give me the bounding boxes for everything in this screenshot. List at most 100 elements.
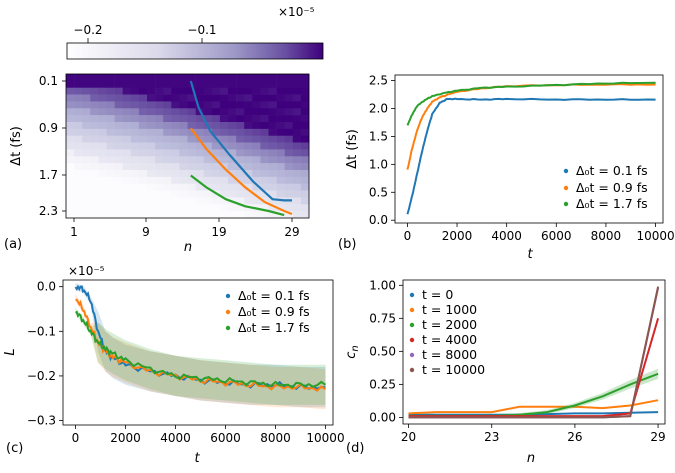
heatmap-cell xyxy=(195,115,204,123)
heatmap-cell xyxy=(219,122,229,130)
heatmap-cell xyxy=(276,87,285,95)
heatmap-cell xyxy=(195,74,204,82)
heatmap-cell xyxy=(187,163,196,171)
heatmap-cell xyxy=(187,197,196,205)
heatmap-cell xyxy=(82,197,91,205)
heatmap-cell xyxy=(82,149,91,157)
heatmap-cell xyxy=(179,176,188,185)
heatmap-cell xyxy=(122,170,132,178)
heatmap-cell xyxy=(171,170,180,178)
heatmap-cell xyxy=(211,80,221,89)
heatmap-cell xyxy=(244,190,253,198)
a-ytick-2.3: 2.3 xyxy=(39,204,58,218)
heatmap-cell xyxy=(276,101,285,109)
heatmap-cell xyxy=(74,183,83,191)
heatmap-cell xyxy=(82,74,91,82)
heatmap-cell xyxy=(171,204,180,212)
heatmap-cell xyxy=(122,115,132,123)
heatmap-cell xyxy=(219,190,229,198)
heatmap-cell xyxy=(155,204,164,212)
heatmap-cell xyxy=(122,204,132,212)
heatmap-cell xyxy=(122,101,132,109)
b-ytick-2: 1.0 xyxy=(369,157,388,171)
heatmap-cell xyxy=(187,135,196,143)
heatmap-cell xyxy=(236,87,245,95)
c-ylabel: L xyxy=(3,348,18,355)
heatmap-cell xyxy=(90,74,99,82)
heatmap-cell xyxy=(236,94,245,102)
heatmap-cell xyxy=(66,156,75,164)
heatmap-cell xyxy=(284,163,294,171)
heatmap-cell xyxy=(74,176,83,185)
heatmap-cell xyxy=(268,87,277,95)
heatmap-cell xyxy=(98,94,107,102)
heatmap-cell xyxy=(284,94,294,102)
d-axes xyxy=(402,279,666,425)
c-ytick-1: −0.1 xyxy=(27,324,56,338)
heatmap-cell xyxy=(155,94,164,102)
heatmap-cell xyxy=(284,74,294,82)
heatmap-cell xyxy=(276,142,285,150)
heatmap-cell xyxy=(179,204,188,212)
heatmap-cell xyxy=(90,128,99,137)
c-legend-marker-2 xyxy=(225,325,231,331)
heatmap-cell xyxy=(171,163,180,171)
heatmap-cell xyxy=(244,101,253,109)
heatmap-cell xyxy=(114,211,123,219)
heatmap-cell xyxy=(155,170,164,178)
heatmap-cell xyxy=(292,108,302,116)
heatmap-cell xyxy=(300,135,310,143)
d-ylabel: cn xyxy=(344,345,361,359)
heatmap-cell xyxy=(236,156,245,164)
heatmap-cell xyxy=(138,170,148,178)
heatmap-cell xyxy=(179,190,188,198)
heatmap-cell xyxy=(284,142,294,150)
heatmap-cell xyxy=(155,108,164,116)
b-xtick-2: 4000 xyxy=(491,229,522,243)
heatmap-cell xyxy=(66,163,75,171)
heatmap-cell xyxy=(268,183,277,191)
heatmap-cell xyxy=(252,94,261,102)
heatmap-cell xyxy=(114,94,123,102)
b-xtick-3: 6000 xyxy=(541,229,572,243)
heatmap-cell xyxy=(244,183,253,191)
heatmap-cell xyxy=(219,183,229,191)
heatmap-cell xyxy=(90,122,99,130)
heatmap-cell xyxy=(66,115,75,123)
heatmap-cell xyxy=(252,87,261,95)
heatmap-cell xyxy=(179,115,188,123)
heatmap-cell xyxy=(228,128,237,137)
heatmap-cell xyxy=(66,94,75,102)
heatmap-cell xyxy=(260,170,269,178)
heatmap-cell xyxy=(66,122,75,130)
c-legend-1: Δ₀t = 0.9 fs xyxy=(238,304,310,319)
heatmap-cell xyxy=(260,80,269,89)
heatmap-cell xyxy=(179,128,188,137)
heatmap-cell xyxy=(98,197,107,205)
heatmap-cell xyxy=(179,74,188,82)
heatmap-cell xyxy=(98,74,107,82)
b-ticks: 0 2000 4000 6000 8000 10000 0.0 0.5 1.0 1.5 2.0 2.5 xyxy=(369,74,675,243)
heatmap-cell xyxy=(147,80,156,89)
heatmap-cell xyxy=(252,156,261,164)
heatmap-cell xyxy=(147,87,156,95)
heatmap-cell xyxy=(228,190,237,198)
heatmap-cell xyxy=(171,80,180,89)
d-legend-0: t = 0 xyxy=(422,287,453,302)
heatmap-cell xyxy=(203,101,213,109)
heatmap-cell xyxy=(114,80,123,89)
heatmap-cell xyxy=(74,197,83,205)
heatmap-cell xyxy=(195,94,204,102)
heatmap-cell xyxy=(106,176,115,185)
heatmap-cell xyxy=(195,101,204,109)
heatmap-cell xyxy=(203,74,213,82)
d-legend-marker-1 xyxy=(409,307,415,313)
heatmap-cell xyxy=(82,204,91,212)
heatmap-cell xyxy=(106,122,115,130)
heatmap-cell xyxy=(138,74,148,82)
heatmap-cell xyxy=(252,197,261,205)
d-ytick-3: 0.75 xyxy=(369,311,396,325)
heatmap-cell xyxy=(268,211,277,219)
heatmap-cell xyxy=(252,170,261,178)
heatmap-cell xyxy=(300,149,310,157)
